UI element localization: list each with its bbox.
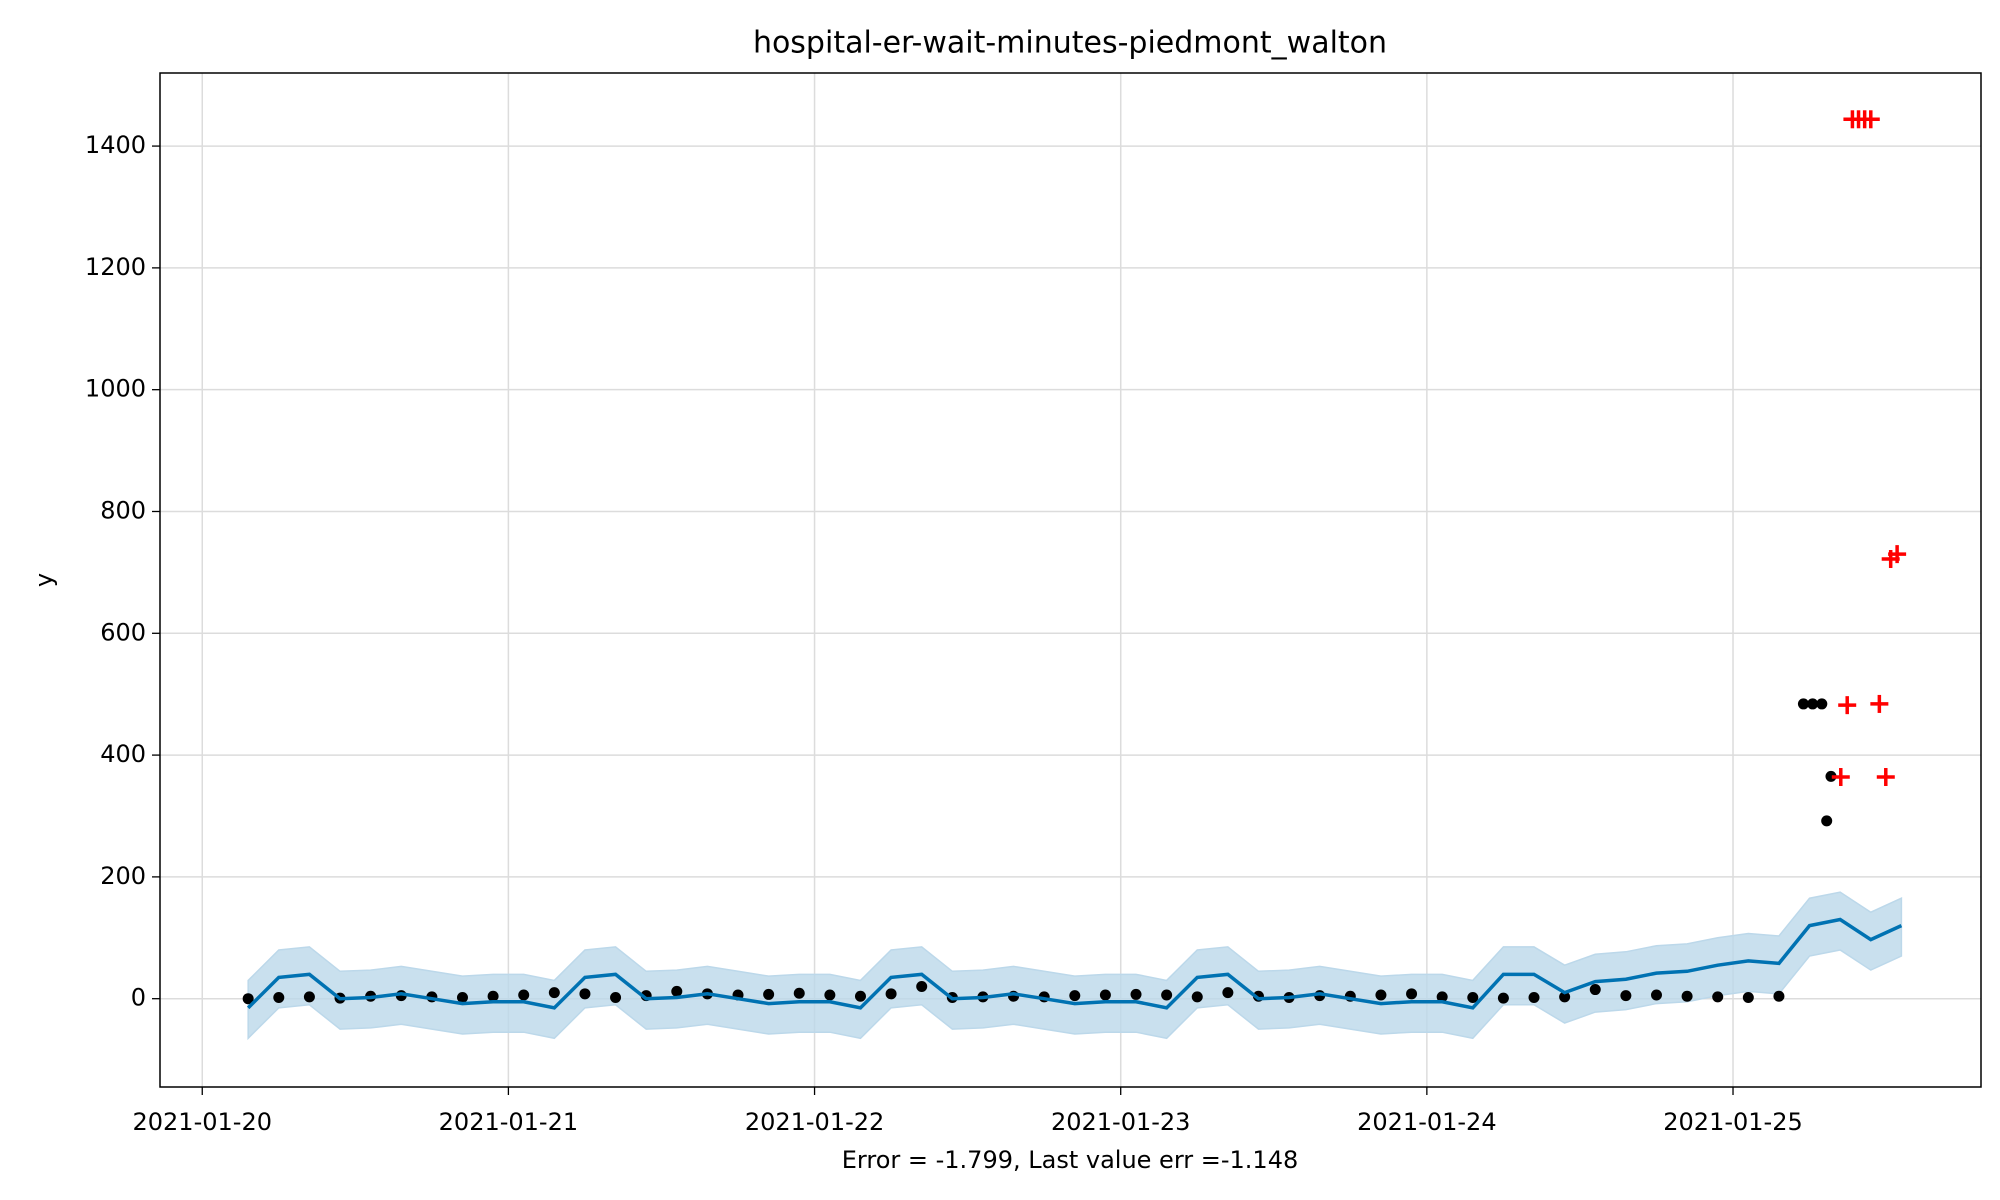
plot-frame (159, 72, 1982, 1088)
observed-point (1650, 989, 1662, 1001)
observed-point (1797, 698, 1809, 710)
observed-point (1099, 989, 1111, 1001)
y-tick-label: 400 (100, 740, 146, 768)
anomaly-marker (1861, 110, 1880, 129)
observed-point (793, 987, 805, 999)
observed-point (610, 991, 622, 1003)
y-tick-label: 200 (100, 862, 146, 890)
anomaly-marker (1838, 696, 1857, 715)
observed-point (1559, 991, 1571, 1003)
observed-point (518, 989, 530, 1001)
observed-point (579, 988, 591, 1000)
observed-point (1742, 991, 1754, 1003)
observed-point (487, 990, 499, 1002)
observed-point (885, 988, 897, 1000)
anomaly-marker (1831, 768, 1850, 787)
y-axis-label: y (30, 573, 58, 587)
observed-point (1528, 991, 1540, 1003)
observed-point (1807, 698, 1819, 710)
x-tick-label: 2021-01-23 (1051, 1108, 1190, 1136)
y-tick-label: 1200 (85, 253, 146, 281)
anomaly-marker (1876, 768, 1895, 787)
observed-point (1406, 988, 1418, 1000)
observed-point (1821, 815, 1833, 827)
forecast-line (246, 917, 1903, 1010)
x-tick-label: 2021-01-22 (745, 1108, 884, 1136)
observed-point (1191, 991, 1203, 1003)
observed-point (671, 985, 683, 997)
observed-point (763, 988, 775, 1000)
observed-point (916, 981, 928, 993)
x-tick-label: 2021-01-20 (133, 1108, 272, 1136)
observed-point (1620, 990, 1632, 1002)
y-tick-label: 1400 (85, 131, 146, 159)
observed-point (242, 993, 254, 1005)
observed-point (1436, 991, 1448, 1003)
anomaly-marker (1870, 694, 1889, 713)
observed-point (1816, 698, 1828, 710)
observed-point (1589, 984, 1601, 996)
observed-point (548, 987, 560, 999)
y-tick-label: 1000 (85, 375, 146, 403)
chart-title: hospital-er-wait-minutes-piedmont_walton (753, 26, 1387, 61)
observed-point (1497, 992, 1509, 1004)
observed-point (1712, 991, 1724, 1003)
x-tick-label: 2021-01-21 (439, 1108, 578, 1136)
observed-point (1161, 989, 1173, 1001)
observed-point (1467, 991, 1479, 1003)
x-tick-label: 2021-01-24 (1357, 1108, 1496, 1136)
observed-point (1130, 988, 1142, 1000)
y-tick-label: 800 (100, 496, 146, 524)
y-tick-label: 0 (131, 984, 146, 1012)
observed-point (456, 991, 468, 1003)
anomaly-marker (1888, 545, 1907, 564)
observed-point (824, 989, 836, 1001)
x-tick-label: 2021-01-25 (1663, 1108, 1802, 1136)
x-axis-label: Error = -1.799, Last value err =-1.148 (842, 1146, 1298, 1174)
observed-point (1069, 990, 1081, 1002)
observed-point (1773, 990, 1785, 1002)
observed-point (1222, 987, 1234, 999)
observed-point (854, 990, 866, 1002)
observed-point (273, 991, 285, 1003)
observed-point (1375, 989, 1387, 1001)
uncertainty-band (247, 891, 1903, 1041)
observed-point (1825, 770, 1837, 782)
y-tick-label: 600 (100, 618, 146, 646)
observed-point (1681, 990, 1693, 1002)
observed-point (303, 991, 315, 1003)
